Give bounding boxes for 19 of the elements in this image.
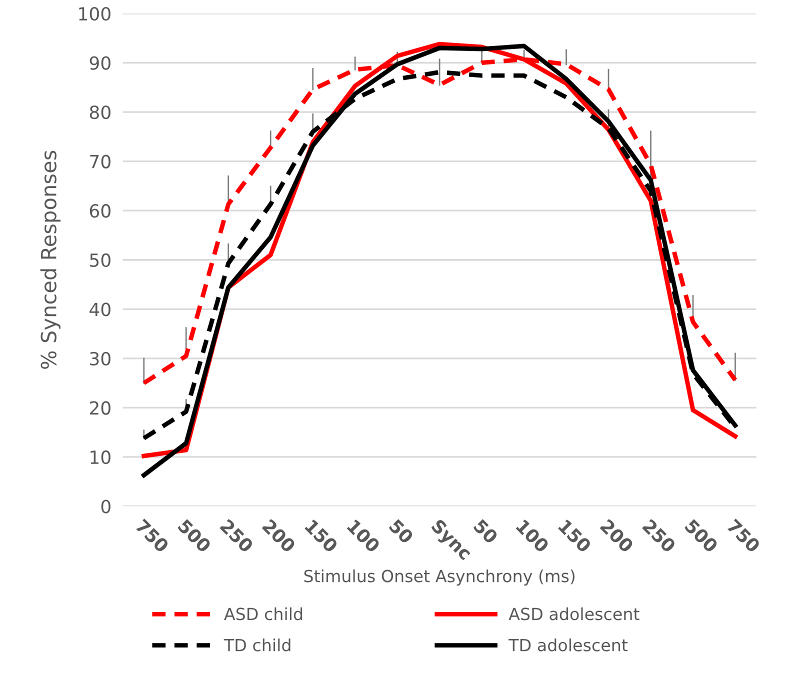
y-tick-label: 70 bbox=[90, 154, 110, 168]
y-tick-label: 30 bbox=[90, 352, 110, 366]
y-tick-label: 10 bbox=[90, 450, 110, 464]
y-axis-title: % Synced Responses bbox=[40, 150, 61, 369]
y-tick-label: 20 bbox=[90, 401, 110, 415]
y-tick-label: 80 bbox=[90, 106, 110, 120]
y-tick-label: 60 bbox=[90, 204, 110, 218]
y-tick-label: 40 bbox=[90, 302, 110, 316]
legend-label: ASD child bbox=[224, 607, 302, 620]
legend-label: TD child bbox=[224, 638, 290, 652]
x-tick-label: 50 bbox=[388, 518, 414, 544]
legend-label: ASD adolescent bbox=[508, 607, 640, 620]
legend-label: TD adolescent bbox=[508, 638, 628, 652]
x-tick-label: 50 bbox=[472, 518, 499, 544]
y-tick-label: 100 bbox=[79, 6, 110, 21]
y-tick-label: 50 bbox=[90, 253, 110, 267]
x-axis-title: Stimulus Onset Asynchrony (ms) bbox=[304, 569, 574, 586]
y-tick-label: 0 bbox=[101, 500, 110, 514]
y-tick-label: 90 bbox=[90, 56, 110, 70]
